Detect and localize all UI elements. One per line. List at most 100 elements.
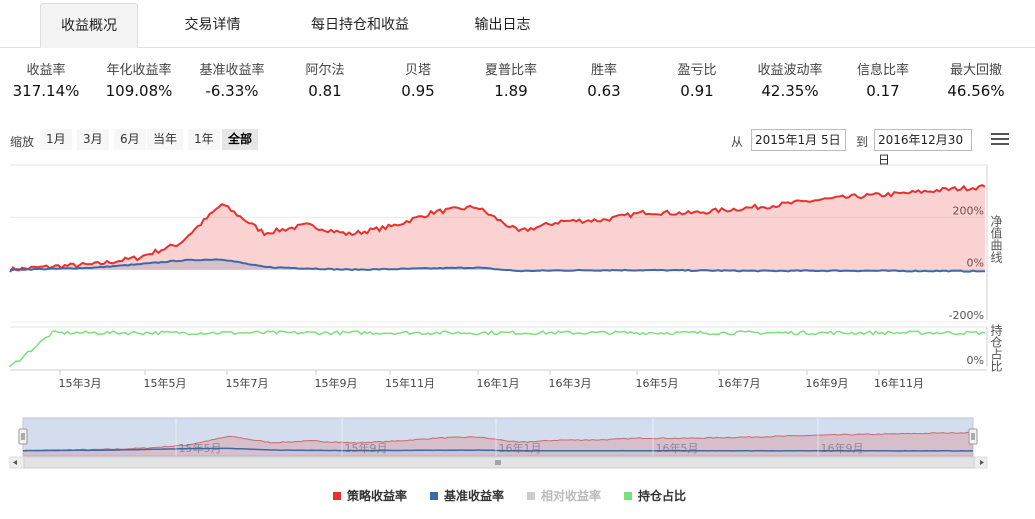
legend-label: 策略收益率 bbox=[347, 489, 408, 503]
navigator-tick-label: 15年5月 bbox=[179, 441, 222, 455]
metric-label: 夏普比率 bbox=[484, 63, 537, 78]
panel-title: 净值曲线 bbox=[989, 215, 1003, 263]
zoom-label: 缩放 bbox=[10, 135, 35, 149]
metric-label: 年化收益率 bbox=[106, 63, 172, 78]
hamburger-menu-icon[interactable] bbox=[991, 133, 1009, 147]
tab-trade-details[interactable]: 交易详情 bbox=[184, 17, 241, 33]
legend-swatch bbox=[624, 492, 632, 500]
metric-annual-return: 年化收益率 109.08% bbox=[89, 62, 189, 102]
metric-value: 0.91 bbox=[680, 82, 714, 100]
y-tick-label: -200% bbox=[949, 309, 984, 322]
metric-information-ratio: 信息比率 0.17 bbox=[833, 62, 933, 102]
legend-relative-return[interactable]: 相对收益率 bbox=[527, 487, 601, 504]
zoom-toolbar: 缩放 1月 3月 6月 当年 1年 全部 从 2015年1月 5日 到 2016… bbox=[0, 128, 1035, 167]
metric-label: 基准收益率 bbox=[199, 63, 265, 78]
position-ratio-panel: 0% 持仓占比 bbox=[9, 323, 1003, 373]
to-date-input[interactable]: 2016年12月30日 bbox=[874, 129, 972, 167]
benchmark-return-area bbox=[10, 259, 985, 272]
x-axis: 15年3月 15年5月 15年7月 15年9月 15年11月 16年1月 16年3月 16年5… bbox=[10, 369, 987, 390]
metric-return: 收益率 317.14% bbox=[0, 62, 96, 102]
y-tick-label: 200% bbox=[953, 204, 984, 217]
metric-value: 1.89 bbox=[494, 82, 528, 100]
legend: 策略收益率 基准收益率 相对收益率 持仓占比 bbox=[0, 486, 1035, 504]
x-tick-label: 15年11月 bbox=[385, 376, 435, 390]
range-navigator[interactable]: 15年5月 15年9月 16年1月 16年5月 16年9月 bbox=[18, 417, 978, 457]
navigator-right-handle[interactable] bbox=[968, 428, 978, 445]
position-ratio-line bbox=[9, 330, 986, 367]
x-tick-label: 15年3月 bbox=[59, 376, 102, 390]
metric-label: 胜率 bbox=[590, 63, 617, 78]
x-tick-label: 16年5月 bbox=[636, 376, 679, 390]
legend-swatch bbox=[527, 492, 535, 500]
navigator-selection[interactable] bbox=[22, 417, 974, 457]
x-tick-label: 16年3月 bbox=[549, 376, 592, 390]
tab-bar: 收益概况 交易详情 每日持仓和收益 输出日志 bbox=[0, 0, 1035, 48]
x-tick-label: 15年7月 bbox=[226, 376, 269, 390]
legend-benchmark-return[interactable]: 基准收益率 bbox=[430, 487, 504, 504]
navigator-tick-label: 16年9月 bbox=[821, 441, 864, 455]
legend-label: 相对收益率 bbox=[541, 489, 602, 503]
zoom-1y-button[interactable]: 1年 bbox=[188, 129, 220, 150]
x-tick-label: 16年11月 bbox=[874, 376, 924, 390]
scroll-left-arrow-icon[interactable] bbox=[13, 460, 17, 465]
navigator-benchmark-line bbox=[23, 447, 973, 452]
zoom-ytd-button[interactable]: 当年 bbox=[147, 129, 184, 150]
zoom-6m-button[interactable]: 6月 bbox=[114, 129, 146, 150]
y-tick-label: 0% bbox=[967, 354, 984, 367]
metric-benchmark-return: 基准收益率 -6.33% bbox=[182, 62, 282, 102]
metric-value: 317.14% bbox=[12, 82, 80, 100]
legend-swatch bbox=[333, 492, 341, 500]
x-tick-label: 15年5月 bbox=[144, 376, 187, 390]
metric-profit-loss-ratio: 盈亏比 0.91 bbox=[647, 62, 747, 102]
metric-value: 0.63 bbox=[587, 82, 621, 100]
metric-value: 0.81 bbox=[308, 82, 342, 100]
to-label: 到 bbox=[856, 135, 869, 149]
x-tick-label: 16年9月 bbox=[806, 376, 849, 390]
zoom-3m-button[interactable]: 3月 bbox=[77, 129, 109, 150]
strategy-return-line bbox=[9, 184, 986, 273]
benchmark-return-line bbox=[9, 258, 985, 273]
from-date-input[interactable]: 2015年1月 5日 bbox=[751, 129, 846, 151]
nav-curve-panel: 200% 0% -200% 净值曲线 bbox=[9, 164, 1003, 323]
navigator-tick-label: 16年5月 bbox=[656, 441, 699, 455]
metrics-row: 收益率 317.14% 年化收益率 109.08% 基准收益率 -6.33% 阿尔法 0… bbox=[0, 62, 1035, 108]
metric-beta: 贝塔 0.95 bbox=[368, 62, 468, 102]
x-tick-label: 16年1月 bbox=[477, 376, 520, 390]
tab-overview[interactable]: 收益概况 bbox=[40, 3, 138, 48]
navigator-tick-label: 15年9月 bbox=[345, 441, 388, 455]
metric-win-rate: 胜率 0.63 bbox=[554, 62, 654, 102]
y-tick-label: 0% bbox=[967, 257, 984, 270]
scrollbar-thumb[interactable] bbox=[23, 456, 975, 469]
zoom-all-button[interactable]: 全部 bbox=[222, 129, 259, 150]
zoom-1m-button[interactable]: 1月 bbox=[40, 129, 72, 150]
from-label: 从 bbox=[731, 135, 744, 149]
strategy-return-area bbox=[10, 185, 985, 272]
metric-label: 阿尔法 bbox=[305, 63, 345, 78]
legend-label: 持仓占比 bbox=[638, 489, 687, 503]
navigator-strategy-line bbox=[22, 431, 974, 452]
metric-label: 贝塔 bbox=[404, 63, 431, 78]
metric-value: 46.56% bbox=[947, 82, 1005, 100]
legend-position-ratio[interactable]: 持仓占比 bbox=[624, 487, 686, 504]
range-scrollbar[interactable] bbox=[9, 456, 988, 469]
metric-value: 0.95 bbox=[401, 82, 435, 100]
legend-label: 基准收益率 bbox=[444, 489, 505, 503]
x-tick-label: 15年9月 bbox=[315, 376, 358, 390]
legend-swatch bbox=[430, 492, 438, 500]
scroll-right-arrow-icon[interactable] bbox=[980, 460, 984, 465]
metric-sharpe: 夏普比率 1.89 bbox=[461, 62, 561, 102]
metric-value: -6.33% bbox=[205, 82, 259, 100]
navigator-tick-label: 16年1月 bbox=[499, 441, 542, 455]
navigator-left-handle[interactable] bbox=[18, 428, 28, 445]
metric-value: 109.08% bbox=[105, 82, 173, 100]
metric-value: 42.35% bbox=[761, 82, 819, 100]
tab-output-log[interactable]: 输出日志 bbox=[474, 17, 531, 33]
panel-title: 持仓占比 bbox=[989, 323, 1003, 373]
metric-max-drawdown: 最大回撤 46.56% bbox=[926, 62, 1026, 102]
tab-daily-positions[interactable]: 每日持仓和收益 bbox=[311, 17, 409, 33]
metric-alpha: 阿尔法 0.81 bbox=[275, 62, 375, 102]
legend-strategy-return[interactable]: 策略收益率 bbox=[333, 487, 407, 504]
x-tick-label: 16年7月 bbox=[718, 376, 761, 390]
metric-label: 最大回撤 bbox=[949, 63, 1002, 78]
chart-area: 200%0%-200%净值曲线 0%持仓占比 15年3月15年5月15年7月15… bbox=[9, 164, 1003, 469]
